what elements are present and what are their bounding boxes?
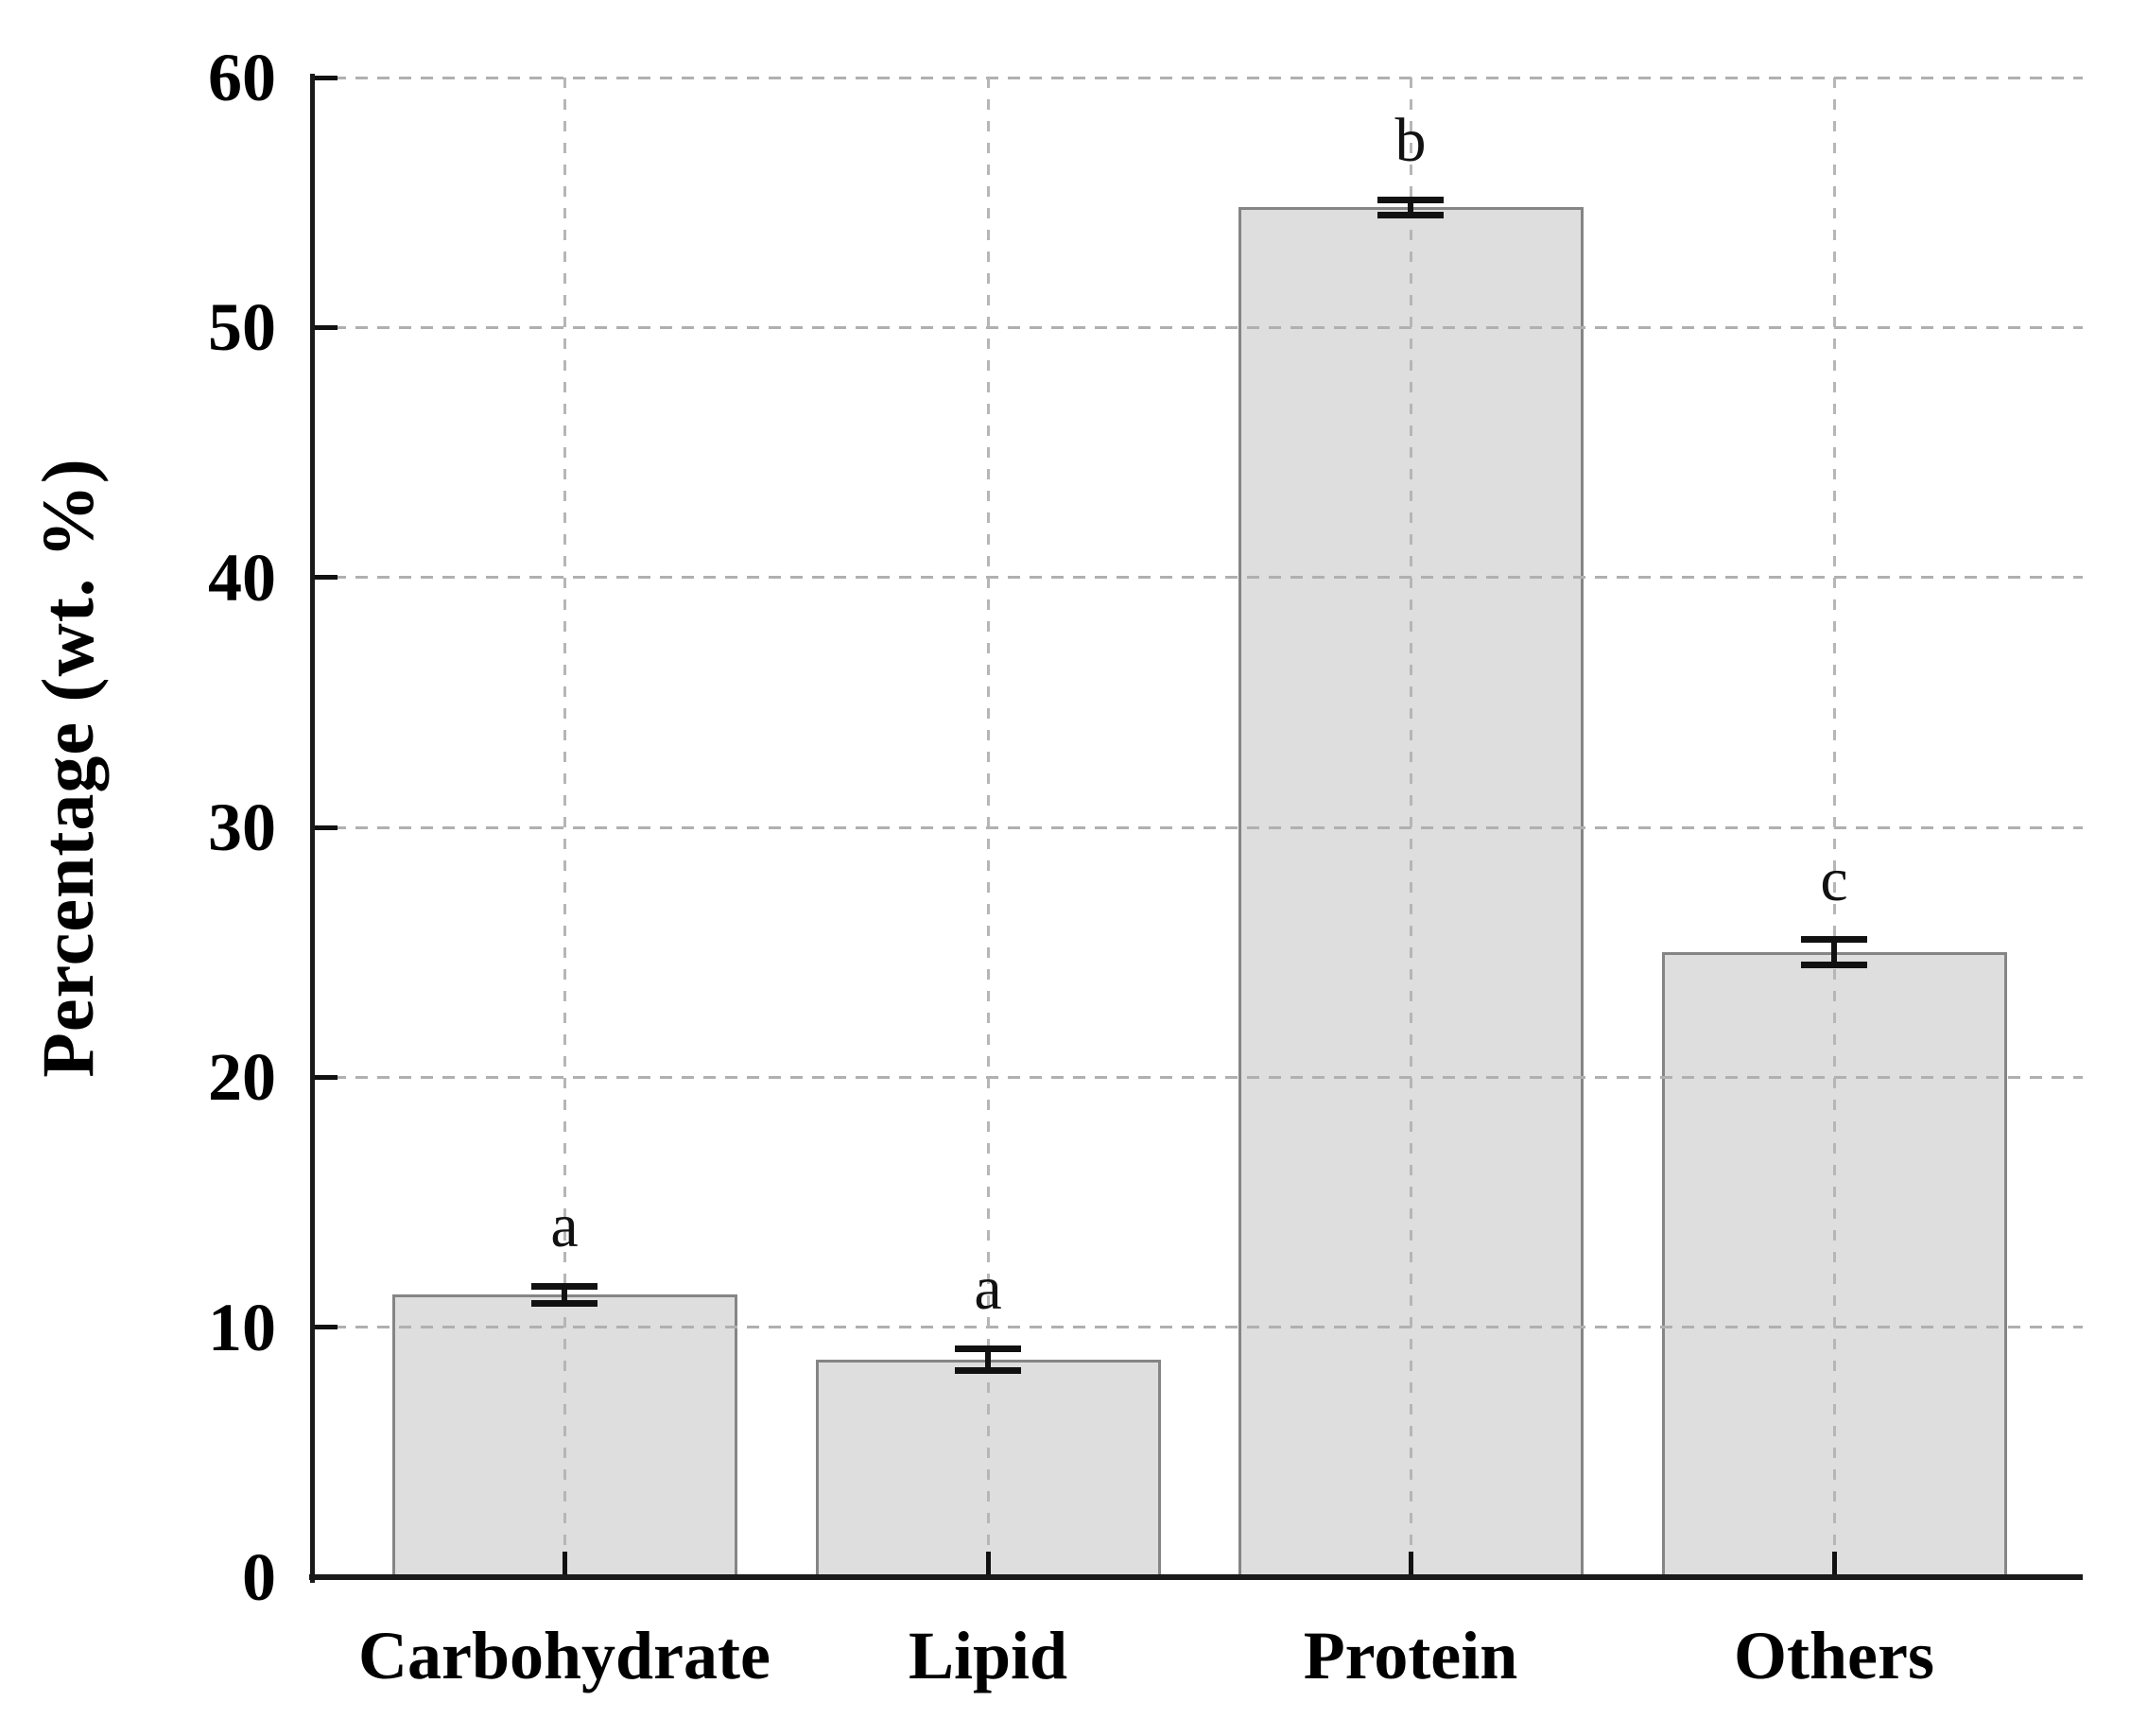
y-tick-label: 10: [208, 1290, 276, 1365]
x-category-label: Protein: [1303, 1618, 1518, 1693]
error-bar-stem: [1831, 940, 1837, 964]
y-axis-tick: [312, 1325, 338, 1329]
error-bar-cap-bottom: [531, 1300, 597, 1307]
y-tick-label: 0: [242, 1539, 276, 1615]
y-tick-label: 50: [208, 289, 276, 365]
significance-letter: c: [1820, 845, 1848, 914]
y-axis-tick: [312, 76, 338, 80]
error-bar-stem: [562, 1286, 567, 1304]
significance-letter: b: [1394, 106, 1427, 175]
x-axis-tick: [1832, 1552, 1837, 1577]
y-tick-label: 30: [208, 790, 276, 865]
y-axis-line: [310, 74, 315, 1583]
x-category-label: Lipid: [908, 1618, 1068, 1693]
gridline-horizontal: [312, 1076, 2083, 1079]
gridline-vertical: [563, 78, 566, 1577]
y-axis-tick: [312, 1075, 338, 1080]
y-axis-tick: [312, 325, 338, 330]
y-tick-label: 60: [208, 40, 276, 115]
x-axis-tick: [1409, 1552, 1413, 1577]
error-bar-cap-bottom: [1801, 962, 1867, 968]
gridline-horizontal: [312, 826, 2083, 829]
gridline-vertical: [1410, 78, 1412, 1577]
y-tick-label: 20: [208, 1039, 276, 1115]
x-category-label: Others: [1734, 1618, 1934, 1693]
y-axis-tick: [312, 575, 338, 580]
x-axis-tick: [563, 1552, 567, 1577]
error-bar-cap-bottom: [1377, 212, 1444, 218]
significance-letter: a: [974, 1254, 1002, 1323]
error-bar-cap-bottom: [955, 1367, 1021, 1374]
gridline-horizontal: [312, 326, 2083, 329]
y-axis-tick: [312, 825, 338, 830]
y-tick-label: 40: [208, 540, 276, 616]
gridline-horizontal: [312, 1326, 2083, 1328]
gridline-horizontal: [312, 77, 2083, 79]
x-category-label: Carbohydrate: [358, 1618, 771, 1693]
gridline-horizontal: [312, 576, 2083, 579]
error-bar-cap-top: [1377, 197, 1444, 203]
gridline-vertical: [987, 78, 990, 1577]
x-axis-tick: [986, 1552, 991, 1577]
error-bar-cap-top: [1801, 936, 1867, 943]
error-bar-stem: [985, 1348, 991, 1371]
error-bar-cap-top: [955, 1345, 1021, 1352]
error-bar-cap-top: [531, 1283, 597, 1290]
significance-letter: a: [550, 1191, 579, 1260]
error-bar-stem: [1408, 200, 1413, 216]
gridline-vertical: [1833, 78, 1836, 1577]
x-axis-line: [309, 1574, 2083, 1580]
